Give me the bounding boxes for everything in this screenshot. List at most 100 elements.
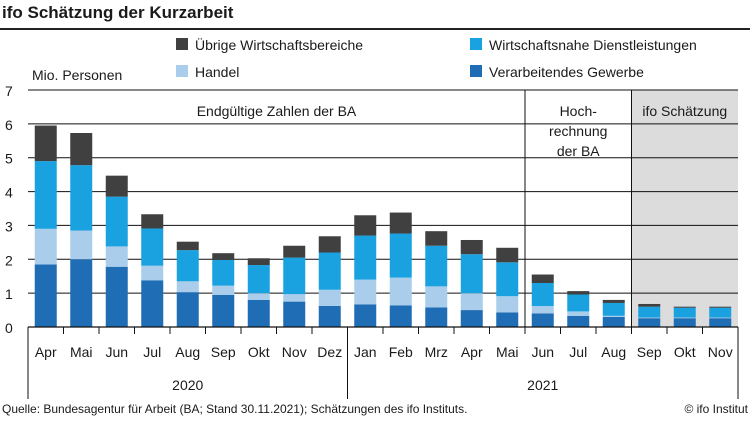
y-tick-label: 5 xyxy=(5,151,13,167)
bar-segment xyxy=(141,280,164,327)
bar-segment xyxy=(318,306,341,327)
bar-segment xyxy=(531,313,554,327)
bar-segment xyxy=(673,307,696,318)
region-label-line: rechnung xyxy=(549,123,607,139)
bar-segment xyxy=(425,231,448,246)
y-tick-label: 1 xyxy=(5,286,13,302)
bar-segment xyxy=(567,291,590,295)
bar-segment xyxy=(105,246,128,267)
bar-segment xyxy=(70,259,93,327)
bar-segment xyxy=(247,265,270,294)
bar-segment xyxy=(212,259,235,286)
bar-segment xyxy=(212,253,235,260)
legend-label: Handel xyxy=(195,64,239,80)
bar-segment xyxy=(496,262,519,297)
bar-segment xyxy=(247,293,270,300)
bar-segment xyxy=(602,316,625,327)
bar-segment xyxy=(176,292,199,327)
x-tick-label: Sep xyxy=(211,344,236,360)
legend-swatch xyxy=(470,38,482,50)
bar-segment xyxy=(34,228,57,265)
region-label-line: ifo Schätzung xyxy=(642,103,727,119)
y-tick-label: 2 xyxy=(5,252,13,268)
bar-segment xyxy=(496,296,519,313)
bar-segment xyxy=(709,307,732,318)
region-label-line: der BA xyxy=(557,143,600,159)
bar-segment xyxy=(105,266,128,327)
x-tick-label: Jun xyxy=(105,344,128,360)
y-tick-label: 7 xyxy=(5,83,13,99)
bar-segment xyxy=(34,125,57,162)
region-label: Hoch-rechnung der BA xyxy=(549,103,607,159)
bar-segment xyxy=(460,293,483,311)
legend-swatch xyxy=(470,65,482,77)
bar-segment xyxy=(531,274,554,283)
x-tick-label: Jun xyxy=(531,344,554,360)
bar-segment xyxy=(105,175,128,197)
x-tick-label: Mrz xyxy=(425,344,448,360)
x-tick-label: Jul xyxy=(569,344,587,360)
bar-segment xyxy=(602,299,625,303)
bar-segment xyxy=(673,318,696,327)
y-tick-label: 0 xyxy=(5,320,13,336)
bar-segment xyxy=(318,236,341,253)
bar-segment xyxy=(354,304,377,327)
year-label: 2021 xyxy=(527,377,558,393)
y-tick-label: 4 xyxy=(5,185,13,201)
x-tick-label: Apr xyxy=(35,344,57,360)
bar-segment xyxy=(70,165,93,231)
bar-segment xyxy=(567,294,590,312)
bar-segment xyxy=(602,315,625,317)
bar-segment xyxy=(602,302,625,316)
bar-segment xyxy=(425,307,448,327)
region-label-line: Hoch- xyxy=(560,103,598,119)
bar-segment xyxy=(283,294,306,302)
copyright-note: © ifo Institut xyxy=(684,402,748,416)
bar-segment xyxy=(709,306,732,308)
bar-segment xyxy=(425,286,448,308)
bar-segment xyxy=(283,257,306,295)
bar-segment xyxy=(673,317,696,319)
bar-segment xyxy=(70,132,93,166)
bar-segment xyxy=(531,282,554,307)
x-tick-label: Nov xyxy=(282,344,307,360)
region-label: ifo Schätzung xyxy=(642,103,727,119)
title-rule xyxy=(0,28,750,30)
x-tick-label: Aug xyxy=(601,344,626,360)
bar-segment xyxy=(176,250,199,282)
bar-segment xyxy=(176,241,199,251)
bar-segment xyxy=(176,281,199,293)
legend-swatch xyxy=(176,38,188,50)
y-axis-label: Mio. Personen xyxy=(32,67,122,83)
bar-segment xyxy=(247,299,270,327)
bar-segment xyxy=(531,306,554,314)
bar-segment xyxy=(389,233,412,278)
bar-segment xyxy=(638,317,661,319)
bar-segment xyxy=(389,305,412,327)
forecast-shade xyxy=(631,90,738,327)
bar-segment xyxy=(354,235,377,280)
bar-segment xyxy=(709,318,732,327)
stacked-bar-chart: 0 1 2 3 4 5 6 7 Mio. Personen Endgültige Zahlen d… xyxy=(5,36,739,399)
bar-segment xyxy=(283,245,306,258)
bar-segment xyxy=(141,214,164,229)
bar-segment xyxy=(389,212,412,234)
bar-segment xyxy=(212,285,235,295)
bar-segment xyxy=(34,264,57,327)
legend-label: Wirtschaftsnahe Dienstleistungen xyxy=(489,37,697,53)
bar-segment xyxy=(212,294,235,327)
legend-swatch xyxy=(176,65,188,77)
bar-segment xyxy=(460,239,483,255)
bar-segment xyxy=(638,306,661,318)
bar-segment xyxy=(425,245,448,287)
source-note: Quelle: Bundesagentur für Arbeit (BA; St… xyxy=(2,402,468,416)
region-label-line: Endgültige Zahlen der BA xyxy=(197,103,357,119)
bar-segment xyxy=(496,312,519,327)
x-tick-label: Mai xyxy=(70,344,93,360)
x-tick-label: Apr xyxy=(461,344,483,360)
bar-segment xyxy=(496,247,519,263)
bar-segment xyxy=(638,318,661,327)
y-tick-label: 6 xyxy=(5,117,13,133)
bar-segment xyxy=(673,306,696,308)
bar-segment xyxy=(141,265,164,281)
